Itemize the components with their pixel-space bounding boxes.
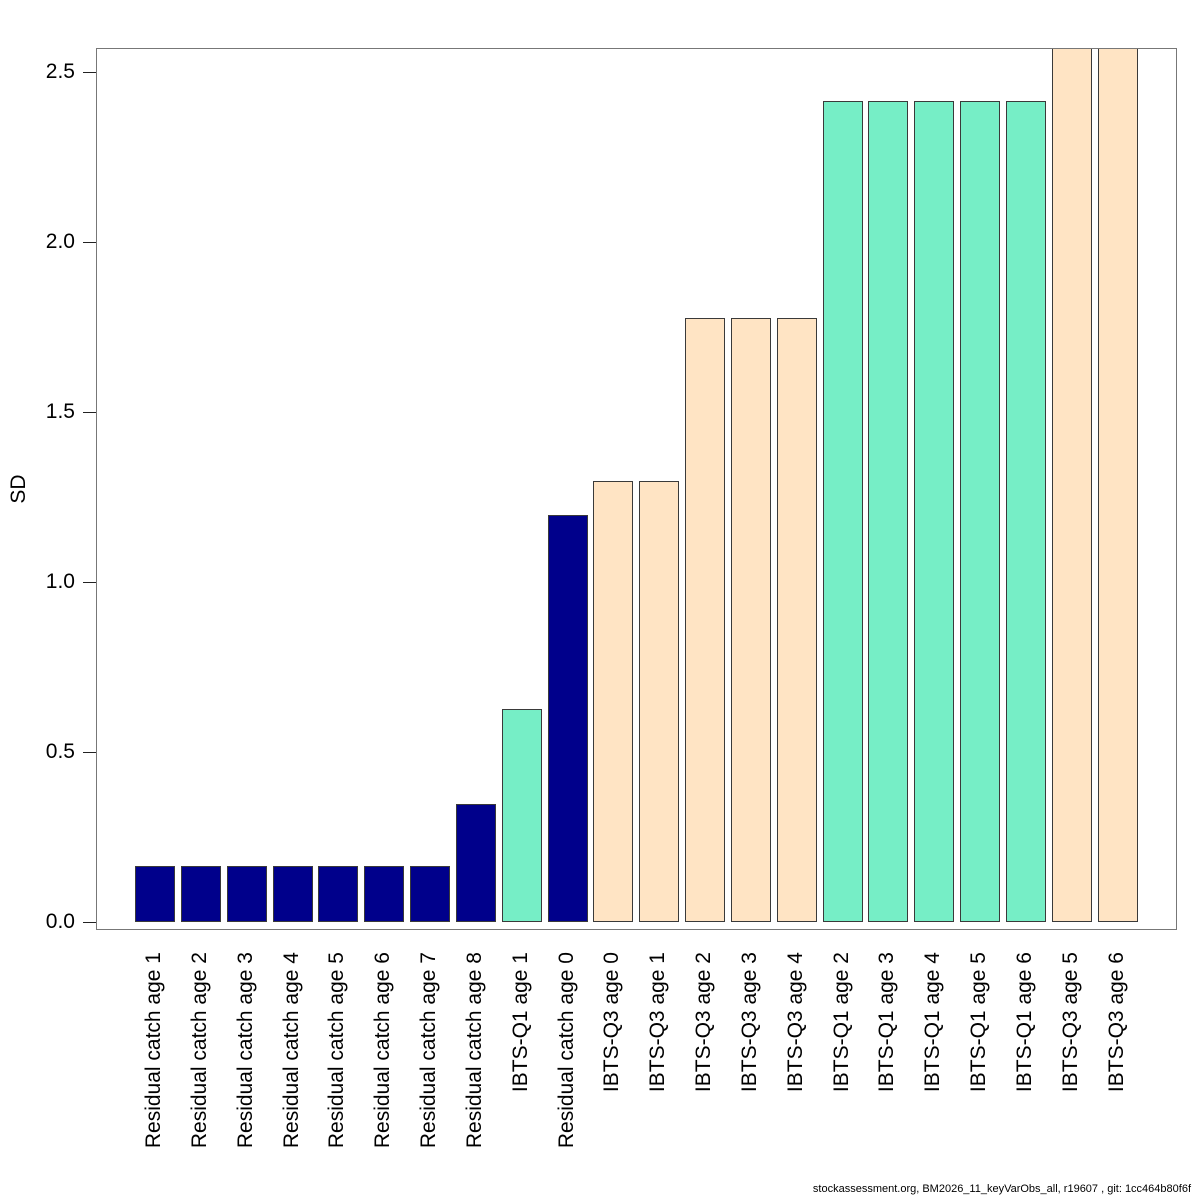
bar-ibts-q1-age-6	[1005, 101, 1046, 922]
x-tick-label-residual-catch-age-0: Residual catch age 0	[554, 952, 578, 1149]
bar-ibts-q1-age-1	[501, 709, 542, 922]
bar-residual-catch-age-7	[410, 866, 451, 922]
x-tick-label-residual-catch-age-1: Residual catch age 1	[142, 952, 165, 1149]
y-tick-label-2.5: 2.5	[45, 60, 75, 83]
y-tick-label-0.5: 0.5	[45, 740, 75, 763]
x-tick-label-residual-catch-age-5: Residual catch age 5	[325, 952, 349, 1149]
y-tick-label-2.0: 2.0	[45, 230, 75, 253]
x-tick-label-ibts-q1-age-2: IBTS-Q1 age 2	[829, 952, 853, 1093]
plot-area	[96, 48, 1177, 930]
bar-ibts-q1-age-5	[960, 101, 1001, 922]
bar-residual-catch-age-6	[364, 866, 405, 922]
bar-residual-catch-age-4	[272, 866, 313, 922]
x-tick-label-ibts-q3-age-6: IBTS-Q3 age 6	[1104, 952, 1128, 1093]
bar-ibts-q3-age-2	[685, 318, 726, 922]
y-tick-label-0.0: 0.0	[45, 910, 75, 933]
x-tick-label-ibts-q1-age-4: IBTS-Q1 age 4	[921, 952, 945, 1093]
x-tick-label-ibts-q1-age-3: IBTS-Q1 age 3	[875, 952, 899, 1093]
y-tick-1.5	[83, 411, 96, 413]
bar-ibts-q3-age-3	[730, 318, 771, 922]
bar-residual-catch-age-3	[226, 866, 267, 922]
bar-ibts-q3-age-4	[776, 318, 817, 922]
bar-residual-catch-age-2	[180, 866, 221, 922]
x-tick-label-residual-catch-age-6: Residual catch age 6	[371, 952, 395, 1149]
x-tick-label-residual-catch-age-2: Residual catch age 2	[187, 952, 211, 1149]
y-tick-0.5	[83, 751, 96, 753]
bar-residual-catch-age-5	[318, 866, 359, 922]
bar-ibts-q3-age-6	[1097, 48, 1138, 922]
y-tick-label-1.0: 1.0	[45, 570, 75, 593]
x-tick-label-ibts-q3-age-3: IBTS-Q3 age 3	[737, 952, 761, 1093]
x-tick-label-residual-catch-age-7: Residual catch age 7	[417, 952, 441, 1149]
bar-ibts-q1-age-3	[868, 101, 909, 922]
x-tick-label-ibts-q1-age-5: IBTS-Q1 age 5	[967, 952, 991, 1093]
x-tick-label-ibts-q3-age-5: IBTS-Q3 age 5	[1058, 952, 1082, 1093]
bar-ibts-q1-age-4	[914, 101, 955, 922]
x-tick-label-ibts-q1-age-1: IBTS-Q1 age 1	[508, 952, 532, 1093]
x-tick-label-ibts-q3-age-4: IBTS-Q3 age 4	[783, 952, 807, 1093]
bar-residual-catch-age-8	[455, 804, 496, 922]
bar-residual-catch-age-1	[135, 866, 175, 922]
y-tick-1.0	[83, 581, 96, 583]
y-tick-label-1.5: 1.5	[45, 400, 75, 423]
x-tick-label-ibts-q3-age-2: IBTS-Q3 age 2	[692, 952, 716, 1093]
bar-ibts-q1-age-2	[822, 101, 863, 922]
x-tick-label-ibts-q3-age-1: IBTS-Q3 age 1	[646, 952, 670, 1093]
bar-ibts-q3-age-0	[593, 481, 634, 922]
y-tick-0.0	[83, 921, 96, 923]
x-tick-label-ibts-q1-age-6: IBTS-Q1 age 6	[1012, 952, 1036, 1093]
y-axis-title: SD	[7, 474, 30, 504]
bar-ibts-q3-age-5	[1051, 48, 1092, 922]
y-tick-2.5	[83, 71, 96, 73]
x-tick-label-residual-catch-age-3: Residual catch age 3	[233, 952, 257, 1149]
bar-residual-catch-age-0	[547, 515, 588, 922]
footer-citation: stockassessment.org, BM2026_11_keyVarObs…	[812, 1183, 1191, 1195]
x-tick-label-ibts-q3-age-0: IBTS-Q3 age 0	[600, 952, 624, 1093]
x-tick-label-residual-catch-age-4: Residual catch age 4	[279, 952, 303, 1149]
x-tick-label-residual-catch-age-8: Residual catch age 8	[462, 952, 486, 1149]
bar-ibts-q3-age-1	[639, 481, 680, 922]
y-tick-2.0	[83, 241, 96, 243]
